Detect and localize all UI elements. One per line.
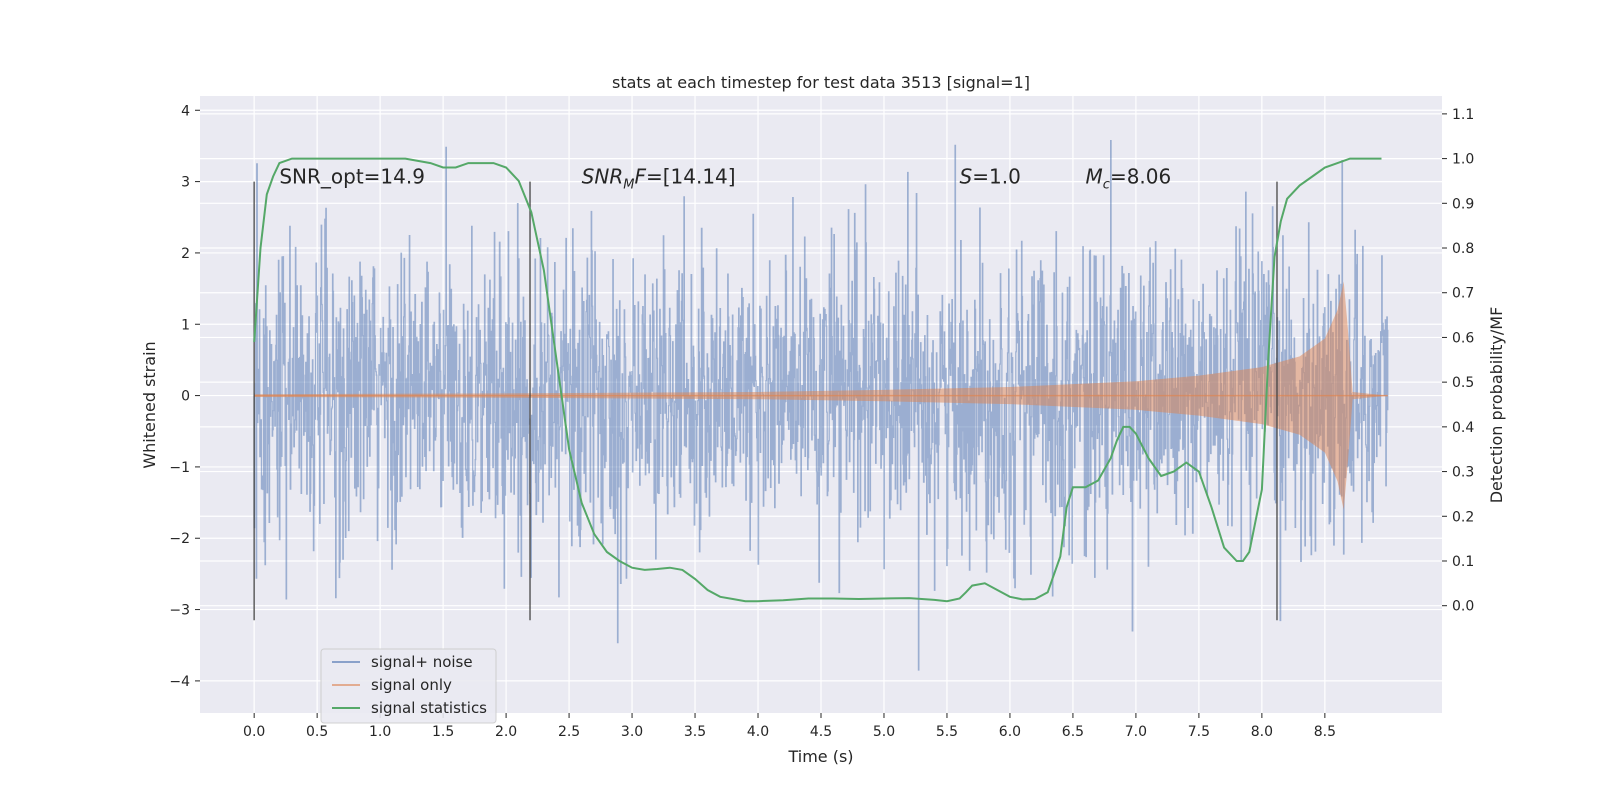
y-right-tick-label: 1.0 bbox=[1452, 152, 1474, 168]
y-axis-label: Whitened strain bbox=[140, 341, 159, 468]
x-tick-label: 5.5 bbox=[936, 724, 958, 740]
x-tick-label: 1.5 bbox=[432, 724, 454, 740]
y-tick-label: 3 bbox=[181, 175, 190, 191]
y-right-tick-label: 0.7 bbox=[1452, 286, 1474, 302]
y-tick-label: 4 bbox=[181, 103, 190, 119]
signal-only-series bbox=[254, 281, 1388, 510]
x-tick-label: 8.5 bbox=[1314, 724, 1336, 740]
right-axis-ticks: 1.1 1.0 0.9 0.8 0.7 0.6 0.5 0.4 0.3 0.2 0.1 0.0 bbox=[1442, 107, 1474, 615]
x-tick-label: 7.0 bbox=[1125, 724, 1147, 740]
x-tick-label: 3.0 bbox=[621, 724, 643, 740]
y-right-tick-label: 0.4 bbox=[1452, 420, 1474, 436]
signal-statistics-series bbox=[253, 157, 1382, 603]
y-right-tick-label: 0.5 bbox=[1452, 375, 1474, 391]
y-tick-label: −1 bbox=[169, 460, 190, 476]
y-right-tick-label: 0.1 bbox=[1452, 554, 1474, 570]
x-tick-label: 3.5 bbox=[684, 724, 706, 740]
annotation: SNR_opt=14.9 bbox=[279, 165, 425, 189]
legend: signal+ noise signal only signal statist… bbox=[320, 648, 497, 724]
x-tick-label: 2.0 bbox=[495, 724, 517, 740]
annotation: Mc=8.06 bbox=[1086, 165, 1172, 193]
annotation: S=1.0 bbox=[960, 165, 1021, 189]
x-tick-label: 7.5 bbox=[1188, 724, 1210, 740]
legend-label-signal-only: signal only bbox=[371, 676, 452, 694]
y-right-tick-label: 0.0 bbox=[1452, 599, 1474, 615]
legend-label-signal-noise: signal+ noise bbox=[371, 653, 473, 671]
y-tick-label: −2 bbox=[169, 531, 190, 547]
y-tick-label: 2 bbox=[181, 246, 190, 262]
legend-box bbox=[320, 648, 497, 724]
x-tick-label: 4.5 bbox=[810, 724, 832, 740]
y-right-tick-label: 0.2 bbox=[1452, 509, 1474, 525]
y-right-tick-label: 0.6 bbox=[1452, 330, 1474, 346]
x-axis-label: Time (s) bbox=[787, 747, 853, 766]
signal-noise-series bbox=[253, 140, 1389, 671]
x-tick-label: 6.0 bbox=[999, 724, 1021, 740]
x-tick-label: 1.0 bbox=[369, 724, 391, 740]
x-tick-label: 0.5 bbox=[306, 724, 328, 740]
y-tick-label: 0 bbox=[181, 389, 190, 405]
y-right-tick-label: 0.9 bbox=[1452, 196, 1474, 212]
x-tick-label: 0.0 bbox=[243, 724, 265, 740]
x-tick-label: 6.5 bbox=[1062, 724, 1084, 740]
vertical-markers bbox=[253, 181, 1278, 621]
x-tick-label: 8.0 bbox=[1251, 724, 1273, 740]
y-right-tick-label: 0.8 bbox=[1452, 241, 1474, 257]
y-tick-label: 1 bbox=[181, 317, 190, 333]
chart-title: stats at each timestep for test data 351… bbox=[612, 73, 1030, 92]
y-axis-right-label: Detection probability/MF bbox=[1487, 307, 1506, 504]
y-tick-label: −4 bbox=[169, 674, 190, 690]
x-tick-label: 4.0 bbox=[747, 724, 769, 740]
y-right-tick-label: 0.3 bbox=[1452, 465, 1474, 481]
x-tick-label: 2.5 bbox=[558, 724, 580, 740]
left-axis-ticks: 4 3 2 1 0 −1 −2 −3 −4 bbox=[169, 103, 200, 690]
signal-noise-line bbox=[253, 140, 1389, 671]
y-tick-label: −3 bbox=[169, 603, 190, 619]
annotations: SNR_opt=14.9 SNRMF=[14.14] S=1.0 Mc=8.06 bbox=[279, 165, 1171, 193]
annotation: SNRMF=[14.14] bbox=[582, 165, 736, 193]
legend-label-signal-statistics: signal statistics bbox=[371, 699, 487, 717]
y-right-tick-label: 1.1 bbox=[1452, 107, 1474, 123]
x-tick-label: 5.0 bbox=[873, 724, 895, 740]
signal-statistics-line bbox=[253, 157, 1382, 603]
x-axis-ticks: 0.0 0.5 1.0 1.5 2.0 2.5 3.0 3.5 4.0 4.5 5.0 5.5 6.0 6… bbox=[243, 713, 1336, 740]
